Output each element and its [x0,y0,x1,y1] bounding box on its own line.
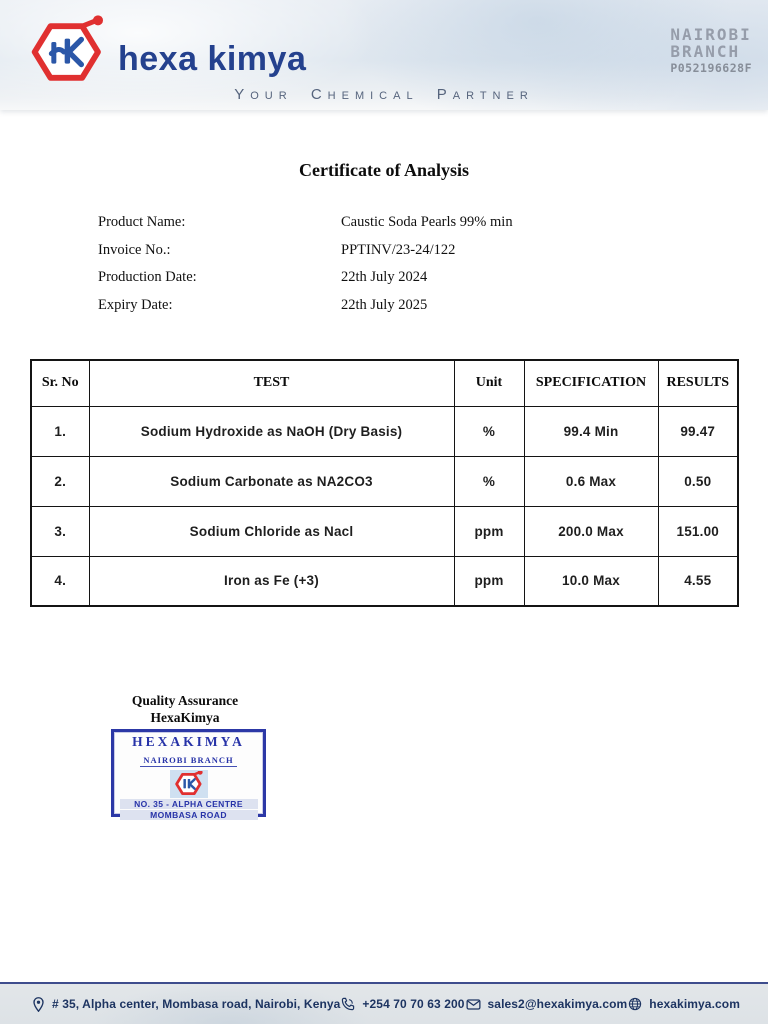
hexagon-hk-logo-icon [31,15,103,81]
branch-block: NAIROBI BRANCH P052196628F [670,26,752,74]
cell-test: Sodium Hydroxide as NaOH (Dry Basis) [88,405,455,457]
location-pin-icon [33,996,44,1012]
branch-word: BRANCH [670,42,741,62]
stamp-hexagon-hk-icon [174,771,203,795]
footer-band: # 35, Alpha center, Mombasa road, Nairob… [0,982,768,1024]
cell-result: 151.00 [657,505,739,557]
footer-website-item: hexakimya.com [628,997,740,1011]
email-icon [466,998,481,1010]
cell-srno: 4. [30,555,90,607]
col-header-results: RESULTS [657,359,739,407]
footer-email-item: sales2@hexakimya.com [466,997,628,1011]
cell-result: 4.55 [657,555,739,607]
table-row: 2. Sodium Carbonate as NA2CO3 % 0.6 Max … [30,455,739,507]
globe-icon [629,997,642,1011]
quality-assurance-block: Quality Assurance HexaKimya [95,693,275,727]
branch-code: P052196628F [670,60,752,75]
info-label: Expiry Date: [98,296,173,313]
cell-spec: 10.0 Max [523,555,659,607]
branch-city: NAIROBI [670,25,752,44]
analysis-results-table: Sr. No TEST Unit SPECIFICATION RESULTS 1… [30,359,739,607]
footer-email-text: sales2@hexakimya.com [487,997,628,1011]
info-label: Production Date: [98,269,197,285]
cell-srno: 2. [30,455,90,507]
cell-test: Sodium Carbonate as NA2CO3 [88,455,455,507]
cell-spec: 0.6 Max [523,455,659,507]
info-row-production-date: Production Date: 22th July 2024 [98,269,513,297]
cell-result: 0.50 [657,455,739,507]
info-value: 22th July 2025 [341,296,428,313]
cell-spec: 200.0 Max [523,505,659,557]
page-title: Certificate of Analysis [299,160,469,180]
info-row-expiry-date: Expiry Date: 22th July 2025 [98,297,513,325]
cell-srno: 3. [30,505,90,557]
table-header-row: Sr. No TEST Unit SPECIFICATION RESULTS [30,359,739,407]
cell-test: Sodium Chloride as Nacl [88,505,455,557]
stamp-company-name: HEXAKIMYA [132,734,245,749]
cell-unit: % [453,405,525,457]
col-header-srno: Sr. No [30,359,90,407]
info-row-product-name: Product Name: Caustic Soda Pearls 99% mi… [98,214,513,242]
stamp-address-line1: NO. 35 - ALPHA CENTRE [119,799,258,809]
footer-phone-item: +254 70 70 63 200 [341,997,464,1011]
table-row: 4. Iron as Fe (+3) ppm 10.0 Max 4.55 [30,555,739,607]
header-band: hexa kimya NAIROBI BRANCH P052196628F Yo… [0,0,768,110]
qa-title: Quality Assurance [131,693,239,708]
cell-test: Iron as Fe (+3) [88,555,455,607]
cell-srno: 1. [30,405,90,457]
footer-address-item: # 35, Alpha center, Mombasa road, Nairob… [32,996,341,1012]
cell-unit: ppm [453,555,525,607]
table-row: 1. Sodium Hydroxide as NaOH (Dry Basis) … [30,405,739,457]
stamp-branch: NAIROBI BRANCH [140,755,237,767]
col-header-unit: Unit [453,359,525,407]
footer-address-text: # 35, Alpha center, Mombasa road, Nairob… [52,997,341,1011]
info-label: Invoice No.: [98,241,171,258]
phone-icon [342,997,355,1011]
col-header-test: TEST [88,359,455,407]
info-value: Caustic Soda Pearls 99% min [341,214,513,230]
info-value: 22th July 2024 [341,269,428,285]
cell-unit: % [453,455,525,507]
qa-company: HexaKimya [150,709,220,725]
stamp-address-line2: MOMBASA ROAD [119,810,258,820]
footer-phone-text: +254 70 70 63 200 [362,997,465,1011]
info-row-invoice: Invoice No.: PPTINV/23-24/122 [98,242,513,270]
product-info-block: Product Name: Caustic Soda Pearls 99% mi… [98,214,513,324]
company-stamp: HEXAKIMYA NAIROBI BRANCH NO. 35 - ALPHA … [111,729,266,820]
col-header-specification: SPECIFICATION [523,359,659,407]
footer-website-text: hexakimya.com [649,997,740,1011]
cell-unit: ppm [453,505,525,557]
cell-result: 99.47 [657,405,739,457]
stamp-logo-box [169,770,208,798]
company-logo: hexa kimya [28,14,306,90]
company-tagline: Your Chemical Partner [234,86,534,103]
table-row: 3. Sodium Chloride as Nacl ppm 200.0 Max… [30,505,739,557]
cell-spec: 99.4 Min [523,405,659,457]
info-label: Product Name: [98,214,186,230]
info-value: PPTINV/23-24/122 [341,241,456,258]
brand-name: hexa kimya [118,39,307,78]
